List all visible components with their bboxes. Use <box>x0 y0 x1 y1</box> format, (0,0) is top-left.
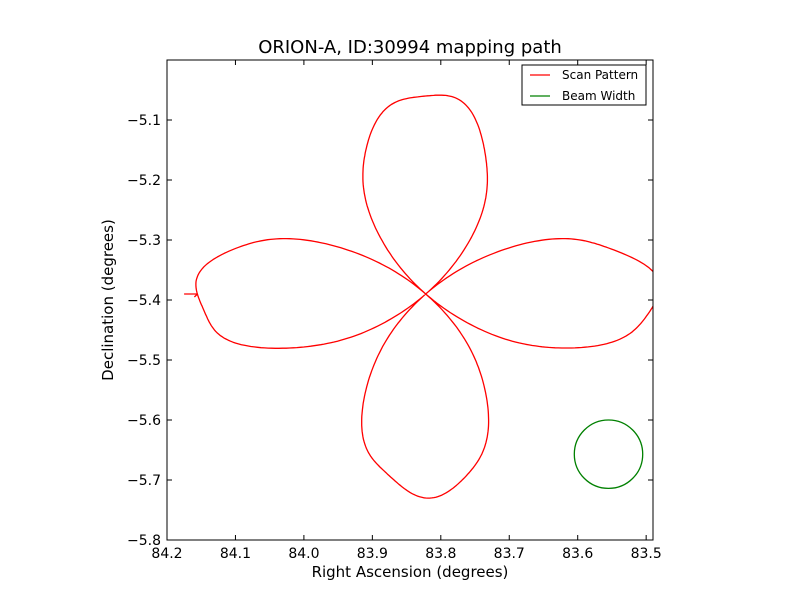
x-axis: 84.2 84.1 84.0 83.9 83.8 83.7 83.6 83.5 <box>151 60 662 562</box>
y-axis-label: Declination (degrees) <box>99 219 117 381</box>
plot-area: 84.2 84.1 84.0 83.9 83.8 83.7 83.6 83.5 −5.8−5.… <box>127 59 662 562</box>
chart-title: ORION-A, ID:30994 mapping path <box>258 37 562 58</box>
x-tick-label: 84.2 <box>151 546 182 562</box>
y-tick-label: −5.4 <box>127 293 161 309</box>
x-tick-label: 84.1 <box>220 546 251 562</box>
y-tick-label: −5.5 <box>127 353 161 369</box>
x-tick-label: 83.5 <box>631 546 662 562</box>
scan-pattern-line <box>184 94 653 499</box>
x-tick-label: 83.7 <box>494 546 525 562</box>
y-tick-label: −5.2 <box>127 173 161 189</box>
y-axis: −5.8 −5.7 −5.6 −5.5 −5.4 −5.3 −5.2 −5.1 <box>127 113 653 549</box>
x-tick-label: 83.8 <box>425 546 456 562</box>
beam-width-circle <box>573 419 644 490</box>
x-tick-label: 83.9 <box>357 546 388 562</box>
y-tick-label: −5.6 <box>127 413 161 429</box>
legend-frame <box>521 64 647 106</box>
legend: Scan Pattern Beam Width <box>521 64 647 106</box>
legend-label-scan-pattern: Scan Pattern <box>562 68 638 82</box>
x-tick-label: 83.6 <box>562 546 593 562</box>
x-tick-label: 84.0 <box>288 546 319 562</box>
y-tick-label: −5.3 <box>127 233 161 249</box>
series-layer <box>184 94 653 499</box>
y-tick-label: −5.1 <box>127 113 161 129</box>
legend-label-beam-width: Beam Width <box>562 89 635 103</box>
y-tick-label: −5.7 <box>127 473 161 489</box>
y-tick-label: −5.8 <box>127 533 161 549</box>
x-axis-label: Right Ascension (degrees) <box>312 563 509 581</box>
